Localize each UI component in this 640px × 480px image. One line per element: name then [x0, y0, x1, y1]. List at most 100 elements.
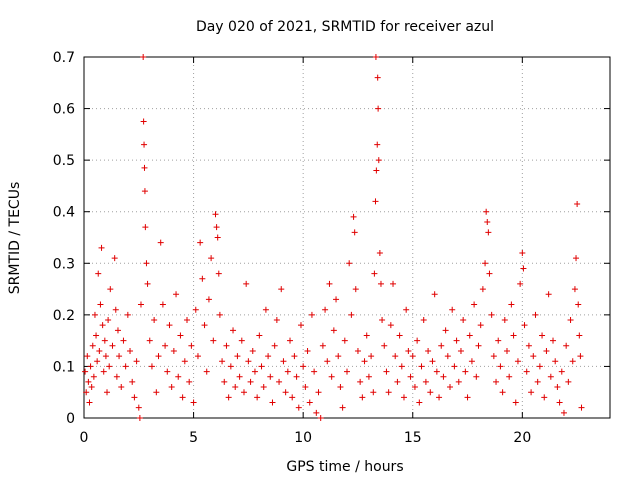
- data-point: [99, 322, 106, 329]
- data-point: [519, 249, 526, 256]
- data-point: [398, 363, 405, 370]
- data-point: [122, 363, 129, 370]
- data-point: [175, 373, 182, 380]
- data-point: [166, 322, 173, 329]
- data-point: [449, 306, 456, 313]
- data-point: [199, 275, 206, 282]
- data-point: [258, 363, 265, 370]
- data-point: [574, 200, 581, 207]
- data-point: [348, 311, 355, 318]
- data-point: [153, 389, 160, 396]
- data-point: [486, 270, 493, 277]
- data-point: [418, 363, 425, 370]
- data-point: [223, 342, 230, 349]
- data-point: [377, 280, 384, 287]
- data-point: [346, 260, 353, 267]
- data-point: [251, 368, 258, 375]
- x-tick-label: 10: [294, 430, 312, 446]
- data-point: [442, 327, 449, 334]
- data-point: [87, 363, 94, 370]
- data-point: [508, 301, 515, 308]
- data-point: [414, 337, 421, 344]
- data-point: [254, 394, 261, 401]
- data-point: [383, 368, 390, 375]
- data-point: [201, 322, 208, 329]
- data-point: [436, 394, 443, 401]
- data-point: [387, 322, 394, 329]
- data-point: [451, 363, 458, 370]
- data-point: [563, 342, 570, 349]
- data-point: [573, 255, 580, 262]
- data-point: [289, 394, 296, 401]
- data-point: [385, 389, 392, 396]
- data-point: [483, 208, 490, 215]
- data-point: [565, 378, 572, 385]
- data-point: [260, 384, 267, 391]
- data-point: [98, 244, 105, 251]
- data-point: [267, 373, 274, 380]
- data-point: [238, 337, 245, 344]
- data-point: [453, 337, 460, 344]
- data-point: [337, 384, 344, 391]
- data-point: [116, 353, 123, 360]
- data-point: [308, 311, 315, 318]
- data-point: [90, 373, 97, 380]
- data-point: [460, 317, 467, 324]
- data-point: [236, 373, 243, 380]
- data-point: [227, 363, 234, 370]
- data-point: [256, 332, 263, 339]
- data-point: [357, 378, 364, 385]
- data-point: [262, 306, 269, 313]
- data-point: [213, 224, 220, 231]
- data-point: [205, 296, 212, 303]
- data-point: [95, 270, 102, 277]
- data-point: [532, 311, 539, 318]
- data-point: [444, 353, 451, 360]
- data-point: [543, 347, 550, 354]
- data-point: [335, 353, 342, 360]
- data-point: [351, 229, 358, 236]
- data-point: [339, 404, 346, 411]
- y-tick-label: 0.5: [53, 153, 75, 169]
- data-point: [232, 384, 239, 391]
- data-point: [365, 373, 372, 380]
- data-point: [455, 378, 462, 385]
- data-point: [216, 311, 223, 318]
- data-point: [212, 211, 219, 218]
- data-point: [490, 353, 497, 360]
- data-point: [278, 286, 285, 293]
- y-tick-label: 0.4: [53, 205, 75, 221]
- y-axis-title: SRMTID / TECUs: [7, 182, 23, 295]
- data-point: [181, 358, 188, 365]
- data-point: [124, 311, 131, 318]
- data-point: [322, 306, 329, 313]
- data-point: [530, 353, 537, 360]
- data-point: [575, 301, 582, 308]
- data-point: [411, 384, 418, 391]
- data-point: [203, 368, 210, 375]
- data-point: [556, 399, 563, 406]
- data-point: [302, 384, 309, 391]
- data-point: [534, 378, 541, 385]
- data-point: [97, 301, 104, 308]
- data-point: [88, 384, 95, 391]
- data-point: [240, 389, 247, 396]
- data-point: [578, 404, 585, 411]
- data-point: [541, 394, 548, 401]
- data-point: [140, 54, 147, 60]
- data-point: [363, 332, 370, 339]
- data-point: [497, 363, 504, 370]
- data-point: [243, 280, 250, 287]
- y-tick-label: 0.7: [53, 50, 75, 66]
- data-point: [114, 327, 121, 334]
- data-point: [372, 54, 379, 60]
- data-point: [313, 409, 320, 416]
- data-point: [499, 389, 506, 396]
- x-tick-label: 15: [404, 430, 422, 446]
- data-point: [155, 353, 162, 360]
- data-point: [567, 317, 574, 324]
- data-point: [447, 384, 454, 391]
- points-layer: [82, 54, 585, 421]
